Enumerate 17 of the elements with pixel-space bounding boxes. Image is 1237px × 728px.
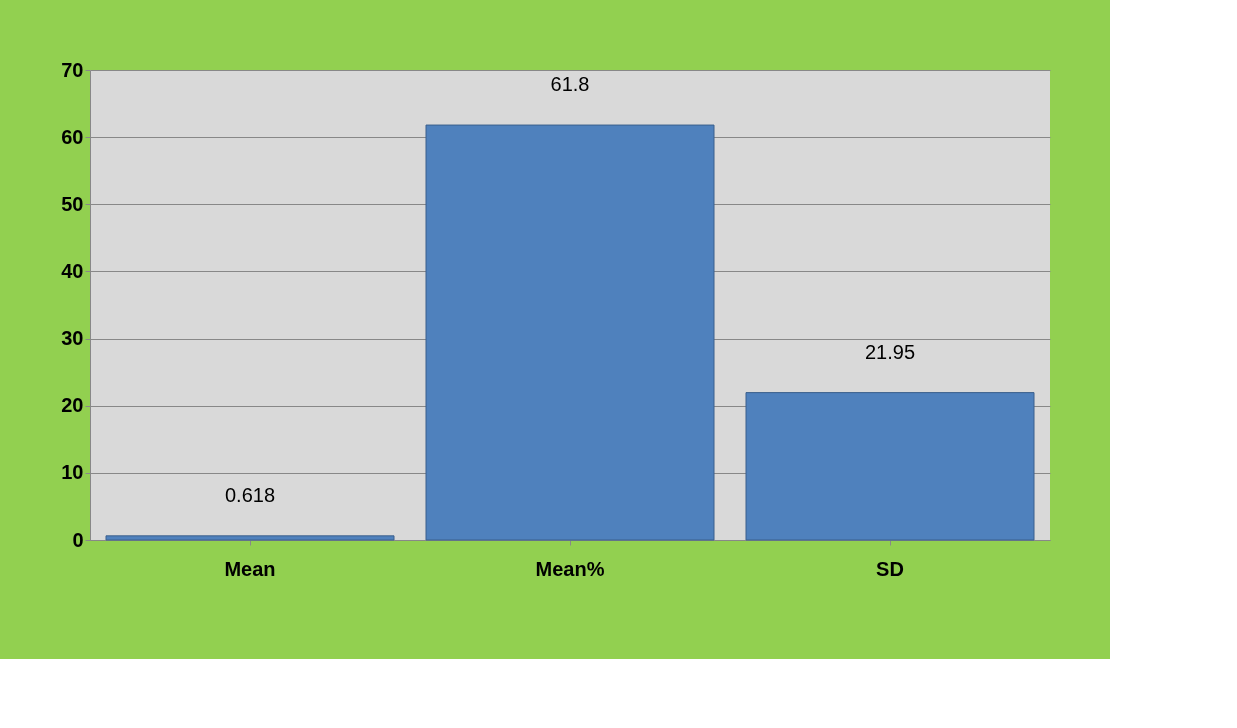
bar bbox=[105, 535, 395, 541]
y-tick-label: 50 bbox=[61, 192, 84, 215]
x-tick-label: Mean% bbox=[535, 557, 605, 580]
y-tick-label: 60 bbox=[61, 125, 84, 148]
data-label: 0.618 bbox=[224, 483, 276, 506]
data-label: 61.8 bbox=[550, 73, 590, 96]
bar bbox=[745, 392, 1035, 541]
x-tick-label: SD bbox=[876, 557, 904, 580]
y-tick-label: 10 bbox=[61, 461, 84, 484]
y-tick-label: 70 bbox=[61, 58, 84, 81]
y-tick-label: 20 bbox=[61, 394, 84, 417]
data-label: 21.95 bbox=[864, 340, 916, 363]
y-tick-label: 0 bbox=[72, 528, 84, 551]
y-tick-label: 30 bbox=[61, 327, 84, 350]
bar bbox=[425, 124, 715, 541]
y-tick-label: 40 bbox=[61, 259, 84, 282]
x-tick-label: Mean bbox=[224, 557, 276, 580]
